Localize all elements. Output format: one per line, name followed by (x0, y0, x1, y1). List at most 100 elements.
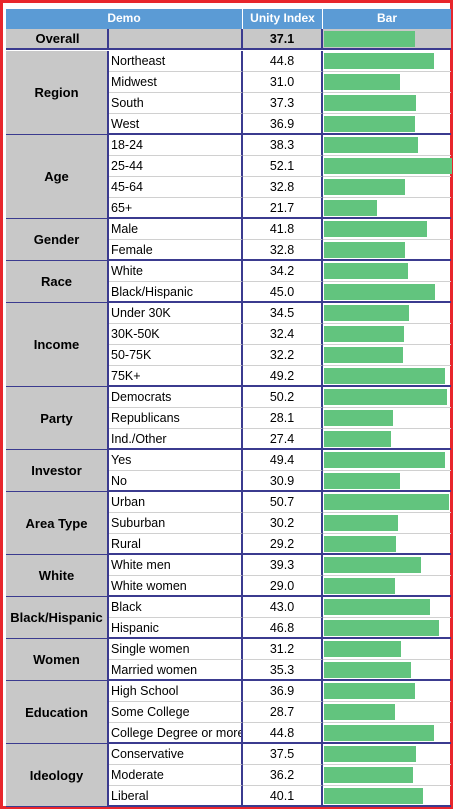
bar-cell (323, 513, 451, 534)
group-label: Age (6, 135, 109, 219)
bar (324, 200, 377, 216)
demo-label: 45-64 (109, 177, 243, 198)
demo-label: White (109, 261, 243, 282)
demo-label: Black (109, 597, 243, 618)
unity-index-value: 28.1 (243, 408, 323, 429)
unity-index-value: 32.2 (243, 345, 323, 366)
unity-index-value: 37.5 (243, 744, 323, 765)
demo-label: Rural (109, 534, 243, 555)
bar (324, 221, 427, 237)
overall-empty-cell (109, 29, 243, 50)
demo-label: White women (109, 576, 243, 597)
bar-cell (323, 93, 451, 114)
bar (324, 473, 400, 489)
demo-label: White men (109, 555, 243, 576)
column-header-unity-index: Unity Index (243, 9, 323, 29)
bar (324, 746, 416, 762)
demo-label: No (109, 471, 243, 492)
bar (324, 53, 434, 69)
demo-label: Single women (109, 639, 243, 660)
overall-label: Overall (6, 29, 109, 50)
unity-index-value: 36.9 (243, 114, 323, 135)
unity-index-value: 29.2 (243, 534, 323, 555)
demo-label: South (109, 93, 243, 114)
unity-index-value: 45.0 (243, 282, 323, 303)
bar (324, 767, 413, 783)
bar-cell (323, 387, 451, 408)
bar-cell (323, 786, 451, 807)
bar-cell (323, 597, 451, 618)
unity-index-value: 36.9 (243, 681, 323, 702)
bar-cell (323, 660, 451, 681)
bar-cell (323, 492, 451, 513)
demo-label: Ind./Other (109, 429, 243, 450)
demo-label: Suburban (109, 513, 243, 534)
bar-cell (323, 240, 451, 261)
bar-cell (323, 618, 451, 639)
bar (324, 515, 398, 531)
unity-index-value: 39.3 (243, 555, 323, 576)
demo-label: 75K+ (109, 366, 243, 387)
demo-label: 25-44 (109, 156, 243, 177)
unity-index-value: 32.4 (243, 324, 323, 345)
bar-cell (323, 429, 451, 450)
overall-value: 37.1 (243, 29, 323, 50)
bar-cell (323, 366, 451, 387)
bar-cell (323, 324, 451, 345)
bar (324, 578, 395, 594)
demo-label: Midwest (109, 72, 243, 93)
group-label: Income (6, 303, 109, 387)
demo-label: College Degree or more (109, 723, 243, 744)
bar-cell (323, 408, 451, 429)
group-label: Women (6, 639, 109, 681)
bar (324, 788, 423, 804)
group-label: Gender (6, 219, 109, 261)
bar (324, 431, 391, 447)
bar (324, 284, 435, 300)
bar (324, 704, 395, 720)
bar (324, 368, 445, 384)
column-header-demo: Demo (6, 9, 243, 29)
demo-label: 65+ (109, 198, 243, 219)
unity-index-value: 38.3 (243, 135, 323, 156)
bar (324, 263, 408, 279)
unity-index-value: 52.1 (243, 156, 323, 177)
bar-cell (323, 282, 451, 303)
unity-index-value: 46.8 (243, 618, 323, 639)
unity-index-value: 44.8 (243, 723, 323, 744)
unity-index-value: 50.2 (243, 387, 323, 408)
bar (324, 326, 404, 342)
demo-label: Conservative (109, 744, 243, 765)
demo-label: Female (109, 240, 243, 261)
bar (324, 599, 430, 615)
demo-label: High School (109, 681, 243, 702)
demo-label: 30K-50K (109, 324, 243, 345)
bar-cell (323, 261, 451, 282)
unity-index-value: 31.0 (243, 72, 323, 93)
unity-index-value: 34.5 (243, 303, 323, 324)
demo-label: Liberal (109, 786, 243, 807)
unity-index-value: 30.2 (243, 513, 323, 534)
demo-label: Black/Hispanic (109, 282, 243, 303)
group-label: Party (6, 387, 109, 450)
bar-cell (323, 555, 451, 576)
group-label: Black/Hispanic (6, 597, 109, 639)
group-label: Area Type (6, 492, 109, 555)
bar (324, 179, 405, 195)
bar-cell (323, 576, 451, 597)
unity-index-value: 30.9 (243, 471, 323, 492)
bar (324, 620, 439, 636)
unity-index-value: 27.4 (243, 429, 323, 450)
bar (324, 158, 452, 174)
bar-cell (323, 450, 451, 471)
demo-label: Married women (109, 660, 243, 681)
bar (324, 557, 421, 573)
demo-label: 18-24 (109, 135, 243, 156)
bar-cell (323, 156, 451, 177)
bar-cell (323, 702, 451, 723)
demo-label: Republicans (109, 408, 243, 429)
unity-index-value: 37.3 (243, 93, 323, 114)
bar-cell (323, 135, 451, 156)
demo-label: 50-75K (109, 345, 243, 366)
